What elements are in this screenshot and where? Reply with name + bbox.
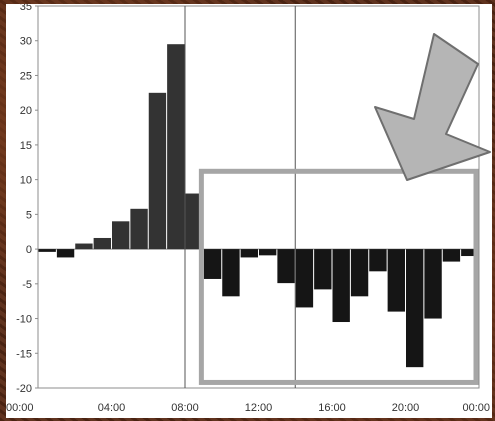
bar (222, 249, 240, 297)
tick-labels: 35 30 25 20 15 10 5 0 -5 -10 -15 -20 00:00 04:00 08:00… (6, 4, 490, 414)
y-tick-label: 15 (20, 140, 32, 152)
bar (148, 92, 167, 250)
y-tick-label: -20 (16, 383, 32, 395)
bar (112, 221, 130, 250)
x-tick-label: 00:00 (462, 402, 490, 414)
bar (259, 249, 277, 256)
bar (38, 249, 56, 252)
annotations (198, 33, 491, 385)
bar (350, 249, 369, 297)
x-tick-label: 16:00 (318, 402, 346, 414)
bar (442, 249, 461, 262)
reference-lines (184, 6, 296, 388)
bar (295, 249, 314, 308)
bar (56, 249, 75, 258)
bar (387, 249, 405, 312)
axes-frame (35, 5, 480, 389)
arrow-icon (374, 33, 491, 181)
bar (277, 249, 295, 284)
x-tick-label: 04:00 (98, 402, 126, 414)
x-tick-label: 12:00 (245, 402, 273, 414)
y-tick-label: 5 (26, 209, 32, 221)
y-tick-label: 30 (20, 36, 32, 48)
bar (167, 44, 185, 250)
highlight-box (198, 168, 479, 385)
y-tick-label: 0 (26, 244, 32, 256)
y-tick-label: 25 (20, 70, 32, 82)
bar (369, 249, 387, 272)
bar (75, 243, 93, 250)
chart-panel: 35 30 25 20 15 10 5 0 -5 -10 -15 -20 00:00 04:00 08:00… (6, 4, 492, 418)
y-tick-label: 20 (20, 105, 32, 117)
plot-frame (37, 5, 480, 389)
bar (130, 208, 148, 250)
x-tick-label: 00:00 (6, 402, 34, 414)
bar (314, 249, 332, 290)
y-tick-label: -10 (16, 314, 32, 326)
y-tick-label: -5 (22, 279, 32, 291)
x-tick-label: 08:00 (171, 402, 199, 414)
bar (424, 249, 442, 319)
bar (203, 249, 222, 279)
bar (93, 237, 111, 250)
bar (406, 249, 424, 368)
bar (461, 249, 479, 257)
bar-chart: 35 30 25 20 15 10 5 0 -5 -10 -15 -20 00:00 04:00 08:00… (6, 4, 491, 414)
y-tick-label: 10 (20, 175, 32, 187)
bars (38, 44, 479, 368)
y-tick-label: -15 (16, 348, 32, 360)
y-tick-label: 35 (20, 4, 32, 13)
bar (185, 193, 203, 250)
bar (240, 249, 258, 258)
x-tick-label: 20:00 (392, 402, 420, 414)
bar (332, 249, 350, 323)
